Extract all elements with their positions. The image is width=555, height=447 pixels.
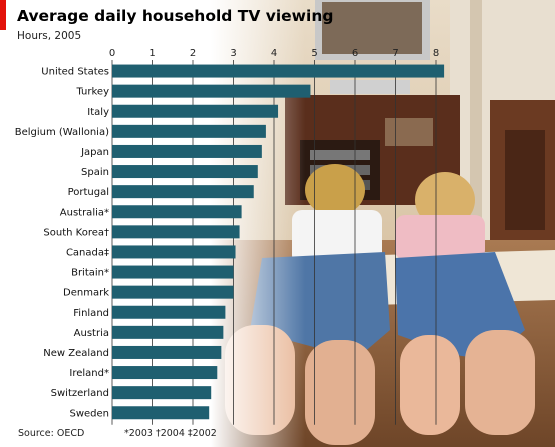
bar (112, 225, 240, 239)
category-label: United States (41, 67, 109, 78)
x-tick-label: 1 (149, 48, 155, 59)
category-label: Australia* (60, 207, 109, 218)
bar (112, 64, 445, 78)
footnote-legend: *2003 †2004 ‡2002 (124, 428, 217, 439)
x-tick-label: 6 (352, 48, 358, 59)
category-label: Austria (74, 328, 109, 339)
category-label: Denmark (63, 288, 109, 299)
category-label: Portugal (68, 187, 109, 198)
category-label: New Zealand (43, 348, 109, 359)
category-label: Italy (87, 107, 109, 118)
bar (112, 366, 218, 380)
x-tick-label: 4 (271, 48, 277, 59)
category-label: Finland (73, 308, 109, 319)
category-label: Canada‡ (66, 247, 109, 258)
bar (112, 386, 212, 400)
category-label: Turkey (75, 87, 109, 98)
bar (112, 265, 234, 279)
bar (112, 185, 254, 199)
category-label: Ireland* (69, 368, 109, 379)
x-tick-label: 3 (230, 48, 236, 59)
bar (112, 305, 226, 319)
category-label: Japan (80, 147, 109, 158)
bar (112, 345, 222, 359)
bar (112, 84, 311, 98)
bar (112, 104, 279, 118)
x-tick-label: 5 (311, 48, 317, 59)
bar (112, 165, 258, 179)
chart-title: Average daily household TV viewing (17, 7, 334, 25)
bar (112, 245, 236, 259)
x-tick-label: 8 (433, 48, 439, 59)
category-label: Britain* (71, 268, 109, 279)
source-note: Source: OECD (18, 428, 85, 439)
bar (112, 325, 224, 339)
bar (112, 144, 262, 158)
category-label: South Korea† (43, 227, 109, 238)
x-tick-label: 2 (190, 48, 196, 59)
x-tick-label: 0 (109, 48, 115, 59)
bar (112, 285, 234, 299)
category-label: Belgium (Wallonia) (15, 127, 109, 138)
category-label: Switzerland (51, 388, 109, 399)
x-tick-label: 7 (392, 48, 398, 59)
category-label: Sweden (69, 408, 109, 419)
bar (112, 124, 266, 138)
bar (112, 406, 210, 420)
chart-subtitle: Hours, 2005 (17, 30, 82, 42)
category-label: Spain (81, 167, 109, 178)
bar (112, 205, 242, 219)
accent-tab (0, 0, 6, 30)
